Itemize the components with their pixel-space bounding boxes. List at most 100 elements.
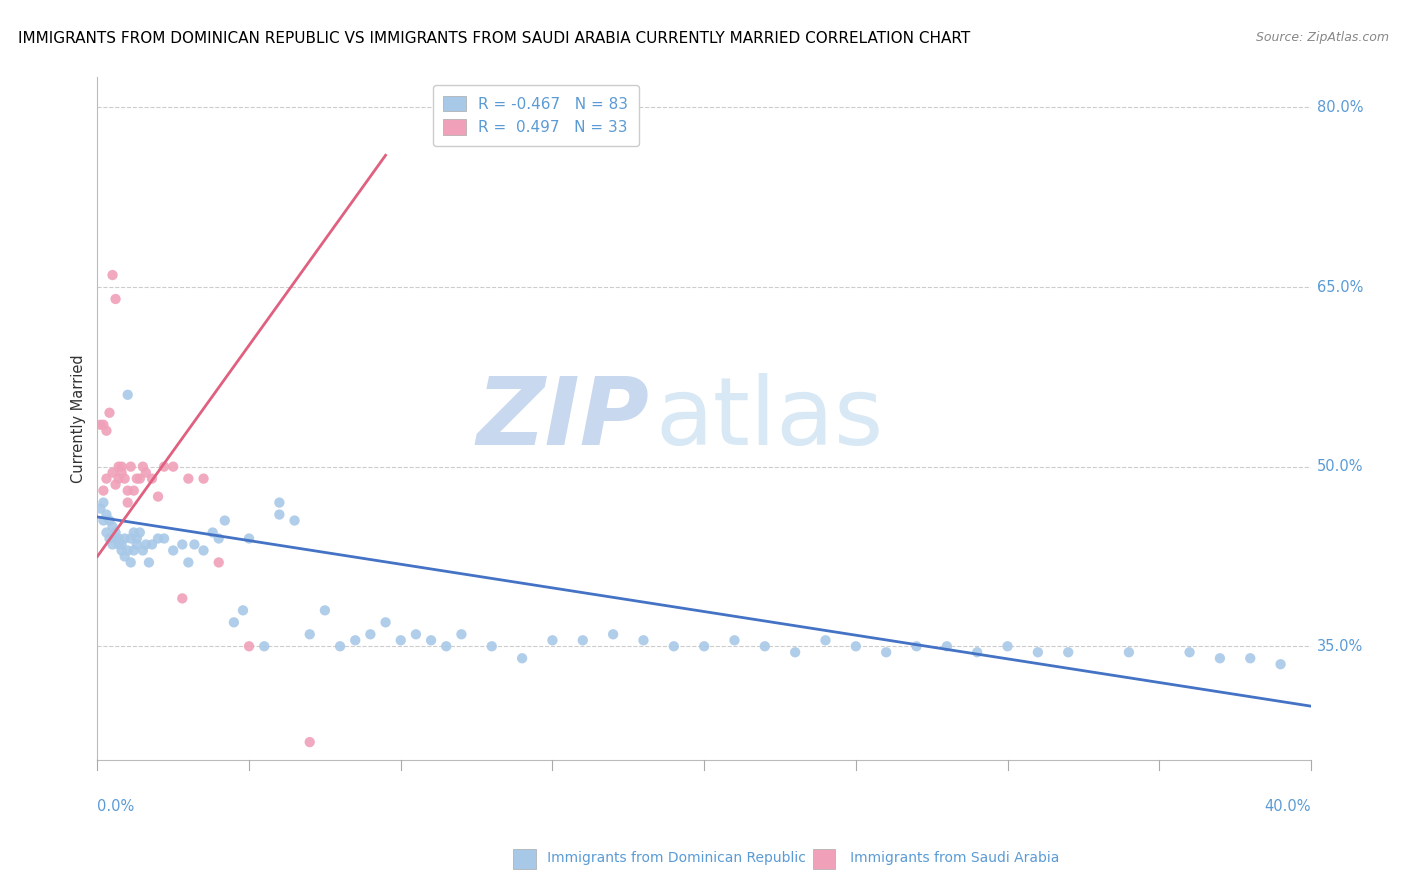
Point: [146, 532, 169, 546]
Point: [107, 459, 129, 474]
Point: [997, 640, 1019, 654]
Text: 50.0%: 50.0%: [1317, 459, 1364, 475]
Text: IMMIGRANTS FROM DOMINICAN REPUBLIC VS IMMIGRANTS FROM SAUDI ARABIA CURRENTLY MAR: IMMIGRANTS FROM DOMINICAN REPUBLIC VS IM…: [18, 31, 970, 46]
Point: [117, 543, 139, 558]
Point: [135, 466, 157, 480]
Point: [208, 556, 231, 570]
Point: [135, 537, 157, 551]
Point: [117, 388, 139, 402]
Legend: R = -0.467   N = 83, R =  0.497   N = 33: R = -0.467 N = 83, R = 0.497 N = 33: [433, 85, 640, 146]
Point: [138, 556, 160, 570]
Point: [111, 459, 134, 474]
Point: [510, 651, 533, 665]
Point: [128, 472, 150, 486]
Text: 40.0%: 40.0%: [1264, 799, 1310, 814]
Point: [89, 417, 111, 432]
Point: [785, 645, 807, 659]
Point: [389, 633, 412, 648]
Point: [269, 495, 291, 509]
Point: [93, 417, 115, 432]
Point: [98, 532, 121, 546]
Point: [201, 525, 224, 540]
Point: [96, 472, 118, 486]
Point: [101, 537, 124, 551]
Point: [132, 543, 155, 558]
Point: [1026, 645, 1049, 659]
Point: [104, 532, 127, 546]
Point: [96, 508, 118, 522]
Point: [183, 537, 205, 551]
Point: [1209, 651, 1232, 665]
Point: [111, 466, 134, 480]
Point: [662, 640, 685, 654]
Point: [214, 514, 236, 528]
Point: [101, 466, 124, 480]
Point: [314, 603, 336, 617]
Point: [141, 472, 163, 486]
Point: [344, 633, 367, 648]
Point: [693, 640, 716, 654]
Point: [114, 532, 136, 546]
Point: [481, 640, 503, 654]
Point: [253, 640, 276, 654]
Text: 0.0%: 0.0%: [97, 799, 135, 814]
Point: [120, 532, 142, 546]
Point: [96, 525, 118, 540]
Point: [193, 543, 215, 558]
Point: [96, 424, 118, 438]
Point: [238, 640, 260, 654]
Point: [111, 537, 134, 551]
Point: [153, 532, 176, 546]
Point: [107, 472, 129, 486]
Point: [125, 537, 148, 551]
Point: [208, 532, 231, 546]
Point: [104, 292, 127, 306]
Point: [141, 537, 163, 551]
Point: [1239, 651, 1261, 665]
Point: [132, 459, 155, 474]
Point: [107, 532, 129, 546]
Point: [172, 537, 194, 551]
Point: [93, 514, 115, 528]
Point: [284, 514, 307, 528]
Text: ZIP: ZIP: [477, 373, 650, 465]
Point: [117, 495, 139, 509]
Point: [89, 501, 111, 516]
Text: Source: ZipAtlas.com: Source: ZipAtlas.com: [1256, 31, 1389, 45]
Point: [101, 519, 124, 533]
Point: [104, 477, 127, 491]
Point: [405, 627, 427, 641]
Point: [122, 543, 145, 558]
Point: [177, 556, 200, 570]
Point: [298, 627, 321, 641]
Point: [434, 640, 457, 654]
Point: [162, 543, 184, 558]
Point: [298, 735, 321, 749]
Point: [541, 633, 564, 648]
Point: [571, 633, 593, 648]
Point: [193, 472, 215, 486]
Point: [935, 640, 957, 654]
Text: atlas: atlas: [655, 373, 884, 465]
Point: [1270, 657, 1292, 672]
Text: 65.0%: 65.0%: [1317, 279, 1364, 294]
Point: [602, 627, 624, 641]
Point: [107, 537, 129, 551]
Point: [177, 472, 200, 486]
Point: [104, 525, 127, 540]
Point: [162, 459, 184, 474]
Point: [329, 640, 352, 654]
Point: [125, 532, 148, 546]
Point: [93, 483, 115, 498]
Y-axis label: Currently Married: Currently Married: [72, 354, 86, 483]
Point: [114, 472, 136, 486]
Point: [117, 483, 139, 498]
Point: [269, 508, 291, 522]
Point: [98, 406, 121, 420]
Text: Immigrants from Saudi Arabia: Immigrants from Saudi Arabia: [837, 851, 1059, 865]
Text: Immigrants from Dominican Republic: Immigrants from Dominican Republic: [534, 851, 806, 865]
Point: [222, 615, 245, 630]
Point: [111, 543, 134, 558]
Point: [98, 514, 121, 528]
Point: [1118, 645, 1140, 659]
